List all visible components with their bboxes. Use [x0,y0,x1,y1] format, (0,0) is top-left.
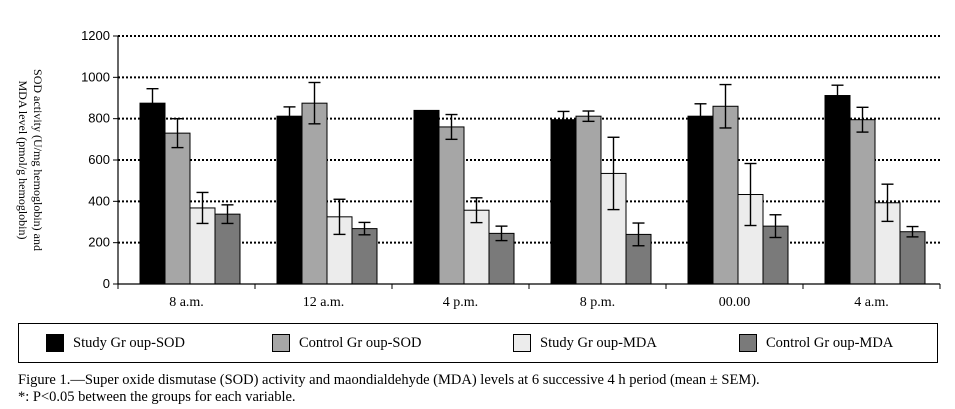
figure-footnote: *: P<0.05 between the groups for each va… [18,389,296,405]
legend-swatch-study-mda [513,334,531,352]
legend-swatch-control-mda [739,334,757,352]
legend-item-control-sod: Control Gr oup-SOD [272,333,421,353]
y-tick-label-200: 200 [88,235,110,250]
x-tick-label-2: 4 p.m. [443,295,478,310]
legend-item-study-mda: Study Gr oup-MDA [513,333,657,353]
bar-s1-c5 [849,119,876,285]
y-tick-label-1200: 1200 [81,28,110,43]
bar-s1-c2 [438,126,465,285]
legend-label-control-sod: Control Gr oup-SOD [299,334,422,351]
figure-caption: Figure 1.—Super oxide dismutase (SOD) ac… [18,372,760,388]
chart: SOD activity (U/mg hemoglobin) and MDA l… [16,28,941,310]
bars [139,81,926,285]
legend-item-control-mda: Control Gr oup-MDA [739,333,893,353]
bar-s0-c4 [687,115,714,285]
bar-s0-c1 [276,115,303,285]
x-tick-label-5: 4 a.m. [854,295,889,310]
bar-s3-c2 [488,232,515,285]
bar-s1-c1 [301,102,328,285]
x-tick-label-0: 8 a.m. [169,295,204,310]
y-tick-label-600: 600 [88,152,110,167]
x-tick-label-3: 8 p.m. [580,295,615,310]
axes [113,35,941,289]
y-tick-label-800: 800 [88,111,110,126]
bar-s1-c4 [712,105,739,285]
y-axis-label: SOD activity (U/mg hemoglobin) and MDA l… [16,69,45,251]
bar-s3-c5 [899,231,926,285]
bar-s3-c0 [214,213,241,285]
legend-label-control-mda: Control Gr oup-MDA [766,334,894,351]
gridlines [118,35,940,244]
y-tick-label-400: 400 [88,193,110,208]
y-tick-label-1000: 1000 [81,69,110,84]
bar-s1-c0 [164,132,191,285]
x-tick-label-4: 00.00 [719,295,751,310]
bar-s0-c2 [413,109,440,285]
legend: Study Gr oup-SOD Control Gr oup-SOD Stud… [18,323,938,363]
legend-item-study-sod: Study Gr oup-SOD [46,333,185,353]
legend-label-study-sod: Study Gr oup-SOD [73,334,185,351]
bar-s0-c0 [139,102,166,285]
bar-s3-c1 [351,228,378,285]
bar-s0-c5 [824,95,851,285]
bar-s1-c3 [575,115,602,285]
legend-swatch-control-sod [272,334,290,352]
y-tick-label-0: 0 [103,276,110,291]
legend-label-study-mda: Study Gr oup-MDA [540,334,657,351]
y-axis-label-line2: MDA level (pmol/g hemoglobin) [16,81,30,240]
tick-labels: 0 200 400 600 800 1000 1200 8 a.m. 12 a.m. 4 p.m.… [81,28,889,310]
y-axis-label-line1: SOD activity (U/mg hemoglobin) and [31,69,45,251]
bar-s0-c3 [550,119,577,285]
x-tick-label-1: 12 a.m. [303,295,345,310]
legend-swatch-study-sod [46,334,64,352]
